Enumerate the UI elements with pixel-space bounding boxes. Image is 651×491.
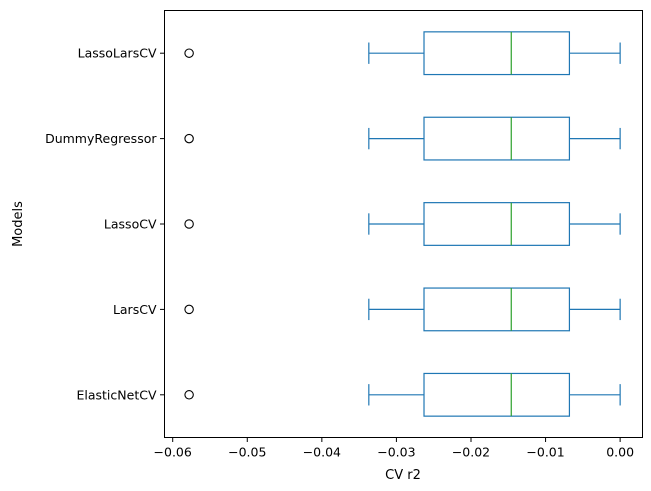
x-tick-label: −0.02 <box>452 445 490 460</box>
box-group <box>184 372 621 417</box>
y-tick-label: LarsCV <box>113 302 157 317</box>
x-tick-label: −0.06 <box>154 445 192 460</box>
outlier-point <box>184 48 194 58</box>
x-tick-label: −0.03 <box>377 445 415 460</box>
box-group <box>184 116 621 161</box>
x-tick-label: −0.01 <box>526 445 564 460</box>
y-tick-label: ElasticNetCV <box>76 387 156 402</box>
y-axis-ticks: LassoLarsCV DummyRegressor LassoCV LarsCV El… <box>45 46 165 402</box>
y-tick-label: DummyRegressor <box>45 131 157 146</box>
box-group <box>184 31 621 76</box>
box-iqr <box>423 287 571 332</box>
x-tick-label: −0.04 <box>303 445 341 460</box>
box-iqr <box>423 202 571 246</box>
outlier-point <box>184 304 194 315</box>
box-iqr <box>423 372 571 417</box>
box-iqr <box>423 116 571 161</box>
box-iqr <box>423 31 571 76</box>
x-axis-label: CV r2 <box>385 468 421 483</box>
outlier-point <box>184 133 194 144</box>
y-tick-label: LassoCV <box>104 217 157 232</box>
x-tick-label: −0.05 <box>228 445 266 460</box>
box-group <box>184 287 621 332</box>
y-tick-label: LassoLarsCV <box>78 46 157 61</box>
outlier-point <box>184 219 194 229</box>
x-axis-ticks: −0.06 −0.05 −0.04 −0.03 −0.02 −0.01 0.00 <box>154 437 634 460</box>
y-axis-label: Models <box>11 201 26 247</box>
box-group <box>184 202 621 246</box>
plot-area <box>184 31 621 417</box>
x-tick-label: 0.00 <box>606 445 634 460</box>
outlier-point <box>184 390 194 400</box>
